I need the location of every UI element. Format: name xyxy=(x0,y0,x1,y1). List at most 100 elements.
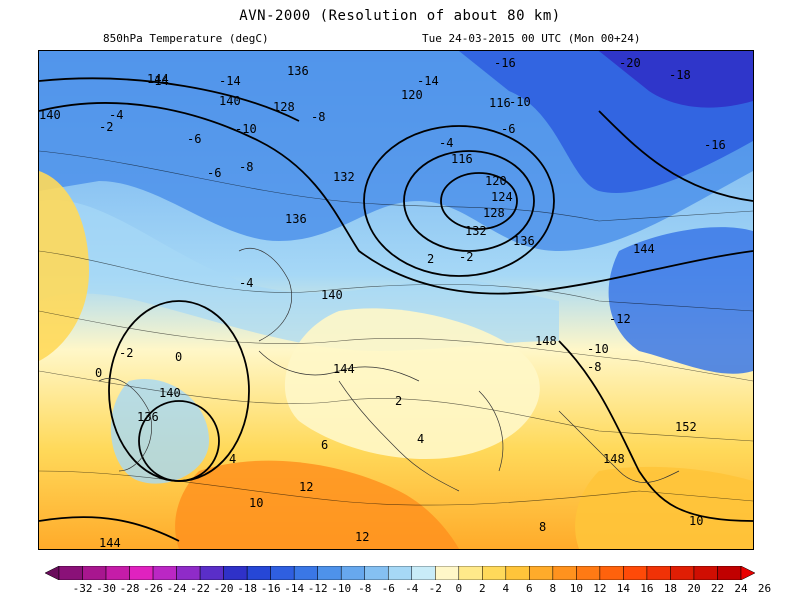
temp-label: 4 xyxy=(229,452,236,466)
scale-tick-label: -4 xyxy=(405,582,419,595)
cool-band xyxy=(39,199,559,351)
height-label: 128 xyxy=(483,206,505,220)
height-label: 152 xyxy=(675,420,697,434)
temp-label: -14 xyxy=(417,74,439,88)
scale-cell xyxy=(411,566,436,580)
scale-arrow-high xyxy=(740,566,755,580)
mild-central xyxy=(284,308,540,460)
coastlines xyxy=(98,248,680,492)
scale-cell xyxy=(293,566,318,580)
height-label: 148 xyxy=(603,452,625,466)
scale-cell xyxy=(270,566,295,580)
scale-cell xyxy=(623,566,648,580)
temp-label: -2 xyxy=(119,346,133,360)
scale-cell xyxy=(482,566,507,580)
scale-tick-label: 12 xyxy=(593,582,607,595)
height-label: 136 xyxy=(513,234,535,248)
valid-time: Tue 24-03-2015 00 UTC (Mon 00+24) xyxy=(422,32,641,45)
warm-south xyxy=(175,460,459,549)
temp-label: -6 xyxy=(187,132,201,146)
weather-map: -20 -18 -16 -16 -14 -14 -14 -12 -10 -10 … xyxy=(38,50,754,550)
temp-label: -4 xyxy=(439,136,453,150)
temp-label: -6 xyxy=(501,122,515,136)
scale-cell xyxy=(646,566,671,580)
height-label: 144 xyxy=(333,362,355,376)
warm-southeast xyxy=(575,466,753,549)
scale-cell xyxy=(129,566,154,580)
temp-label: -10 xyxy=(587,342,609,356)
scale-tick-label: 20 xyxy=(687,582,701,595)
height-labels: 152 148 148 144 144 144 144 140 140 140 … xyxy=(39,64,697,549)
temp-label: 12 xyxy=(299,480,313,494)
scale-cell xyxy=(317,566,342,580)
height-label: 140 xyxy=(321,288,343,302)
scale-cell xyxy=(552,566,577,580)
scale-tick-label: 0 xyxy=(455,582,463,595)
temp-label: 8 xyxy=(539,520,546,534)
scale-tick-label: -32 xyxy=(72,582,93,595)
temp-label: -14 xyxy=(147,74,169,88)
scale-cell xyxy=(152,566,177,580)
height-label: 136 xyxy=(137,410,159,424)
scale-cell xyxy=(693,566,718,580)
temp-label: -10 xyxy=(235,122,257,136)
temp-label: -4 xyxy=(239,276,253,290)
scale-tick-label: -30 xyxy=(96,582,116,595)
temp-label: -16 xyxy=(704,138,726,152)
temperature-contours xyxy=(39,150,753,506)
scale-cell xyxy=(340,566,365,580)
scale-tick-label: -20 xyxy=(213,582,234,595)
scale-cell xyxy=(58,566,83,580)
height-label: 120 xyxy=(485,174,507,188)
temp-label: -14 xyxy=(219,74,241,88)
scale-tick-label: 10 xyxy=(569,582,583,595)
scale-cell xyxy=(505,566,530,580)
height-label: 124 xyxy=(491,190,513,204)
temp-label: -8 xyxy=(311,110,325,124)
height-label: 144 xyxy=(633,242,655,256)
scale-tick-label: 18 xyxy=(663,582,678,595)
scale-tick-label: -10 xyxy=(331,582,352,595)
color-scale-ticks: -32 -30 -28 -26 -24 -22 -20 -18 -16 -14 -12 -10 -8 -6… xyxy=(45,582,772,596)
scale-tick-label: -14 xyxy=(284,582,305,595)
temp-label: -20 xyxy=(619,56,641,70)
scale-tick-label: 4 xyxy=(502,582,510,595)
chart-title: AVN-2000 (Resolution of about 80 km) xyxy=(239,8,561,24)
height-label: 140 xyxy=(39,108,61,122)
temp-label: -12 xyxy=(609,312,631,326)
height-label: 144 xyxy=(147,72,169,86)
scale-cell xyxy=(576,566,601,580)
temp-label: -18 xyxy=(669,68,691,82)
height-label: 136 xyxy=(285,212,307,226)
scale-tick-label: 16 xyxy=(640,582,654,595)
scale-cell xyxy=(387,566,413,580)
cool-iberia xyxy=(110,379,209,484)
scale-cell xyxy=(599,566,624,580)
height-label: 148 xyxy=(535,334,557,348)
height-label: 144 xyxy=(99,536,121,549)
temp-label: -10 xyxy=(509,95,531,109)
temp-label: 0 xyxy=(175,350,182,364)
temp-label: -4 xyxy=(109,108,123,122)
scale-tick-label: -8 xyxy=(358,582,372,595)
scale-tick-label: -12 xyxy=(307,582,328,595)
height-label: 120 xyxy=(401,88,423,102)
temp-label: 2 xyxy=(395,394,402,408)
scale-tick-label: -16 xyxy=(260,582,281,595)
scale-cell xyxy=(458,566,483,580)
temp-label: -2 xyxy=(99,120,113,134)
temp-label: -8 xyxy=(587,360,601,374)
field-label: 850hPa Temperature (degC) xyxy=(103,32,269,45)
scale-tick-label: -6 xyxy=(381,582,395,595)
temp-label: 12 xyxy=(355,530,369,544)
height-label: 136 xyxy=(287,64,309,78)
height-label: 132 xyxy=(333,170,355,184)
temp-label: -2 xyxy=(459,250,473,264)
scale-cell xyxy=(246,566,271,580)
height-label: 140 xyxy=(219,94,241,108)
geopotential-contours xyxy=(39,77,753,542)
color-scale-bar xyxy=(45,566,755,580)
scale-cell xyxy=(364,566,389,580)
height-label: 132 xyxy=(465,224,487,238)
scale-tick-label: -2 xyxy=(428,582,442,595)
